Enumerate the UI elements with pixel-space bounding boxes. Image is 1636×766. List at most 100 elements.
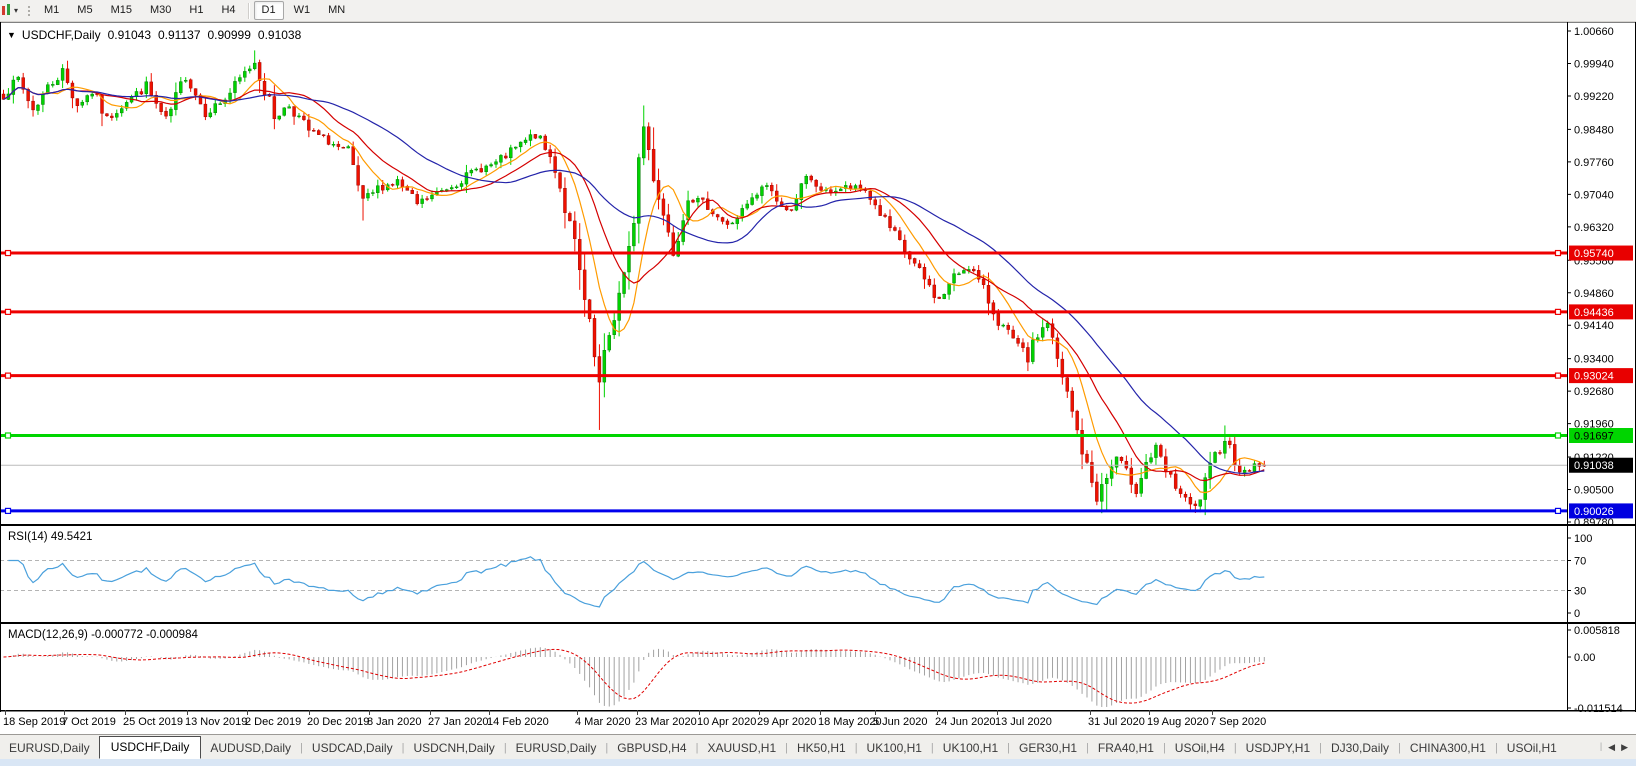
time-axis-tick [125,710,126,715]
tab-scroll-right-icon[interactable]: ▶ [1621,741,1628,752]
chart-tab-usdcnh-daily[interactable]: USDCNH,Daily [413,741,495,755]
tab-divider: | [1007,742,1011,754]
chart-tab-fra40-h1[interactable]: FRA40,H1 [1097,741,1154,755]
svg-text:0.95740: 0.95740 [1574,248,1614,260]
price-tick-label: 0.99940 [1574,58,1614,70]
timeframe-button-w1[interactable]: W1 [293,4,311,16]
time-axis-label: 18 May 2020 [818,716,882,728]
rsi-tick-label: 70 [1574,556,1586,568]
tab-divider: | [401,742,405,754]
time-axis-label: 31 Jul 2020 [1088,716,1145,728]
time-axis-label: 18 Sep 2019 [3,716,66,728]
price-axis: 1.00660 0.99940 0.99220 0.98480 0.97760 0.970… [1567,26,1614,529]
time-axis-tick [1090,710,1091,715]
time-axis-tick [637,710,638,715]
toolbar-grip[interactable] [26,3,32,18]
moving-average-line [3,78,1265,494]
price-level-label: 0.91697 [1569,428,1633,444]
open-value: 0.91043 [107,28,151,42]
window-bottom-strip [0,759,1636,766]
timeframe-button-m1[interactable]: M1 [44,4,60,16]
chart-canvas[interactable]: 1.00660 0.99940 0.99220 0.98480 0.97760 0.970… [0,22,1636,712]
timeframe-button-m30[interactable]: M30 [149,4,172,16]
symbol-dropdown-icon[interactable]: ▼ [7,30,16,40]
tab-divider: | [1086,742,1089,754]
time-axis-label: 7 Oct 2019 [62,716,116,728]
chart-tab-usdchf-daily[interactable]: USDCHF,Daily [98,736,202,759]
timeframe-button-h4[interactable]: H4 [221,4,236,16]
rsi-indicator-label: RSI(14) 49.5421 [8,531,93,543]
price-tick-label: 0.93400 [1574,354,1614,366]
tab-divider: | [605,742,609,754]
tab-scroll-left-icon[interactable]: ◀ [1608,741,1616,752]
macd-signal-line [3,648,1265,704]
tab-divider: | [854,742,858,754]
time-axis-tick [820,710,821,715]
level-lines[interactable] [0,249,1567,515]
low-value: 0.90999 [207,28,251,42]
time-axis-tick [247,710,248,715]
svg-text:0.93024: 0.93024 [1574,371,1614,383]
price-tick-label: 0.94140 [1574,320,1614,332]
close-value: 0.91038 [257,28,302,42]
rsi-tick-label: 0 [1574,608,1580,620]
timeframe-button-h1[interactable]: H1 [189,4,204,16]
time-axis-label: 29 Apr 2020 [757,716,817,728]
time-axis-tick [1212,710,1213,715]
chart-tab-hk50-h1[interactable]: HK50,H1 [796,741,846,755]
time-axis[interactable]: 18 Sep 2019 7 Oct 2019 25 Oct 2019 13 Nov 2… [0,710,1636,734]
time-axis-label: 7 Sep 2020 [1210,716,1267,728]
time-axis-label: 23 Mar 2020 [635,716,697,728]
time-axis-label: 20 Dec 2019 [307,716,370,728]
time-axis-label: 19 Aug 2020 [1147,716,1209,728]
time-axis-label: 25 Oct 2019 [123,716,183,728]
chart-tool-icon[interactable] [1,4,12,17]
tab-divider: | [930,742,934,754]
time-axis-label: 5 Jun 2020 [873,716,928,728]
chart-tool-dropdown-icon[interactable]: ▾ [14,6,19,15]
time-axis-tick [1149,710,1150,715]
rsi-tick-label: 100 [1574,533,1592,545]
chart-tab-audusd-daily[interactable]: AUDUSD,Daily [210,741,292,755]
chart-tab-usdcad-daily[interactable]: USDCAD,Daily [311,741,393,755]
chart-tab-china300-h1[interactable]: CHINA300,H1 [1409,741,1486,755]
time-axis-tick [489,710,490,715]
chart-tab-usdjpy-h1[interactable]: USDJPY,H1 [1245,741,1311,755]
time-axis-label: 24 Jun 2020 [935,716,996,728]
time-axis-label: 8 Jan 2020 [367,716,422,728]
chart-tab-dj30-daily[interactable]: DJ30,Daily [1331,741,1390,755]
chart-tab-eurusd-daily[interactable]: EURUSD,Daily [515,741,597,755]
timeframe-button-m15[interactable]: M15 [110,4,132,16]
time-axis-tick [699,710,700,715]
chart-tab-usoil-h1[interactable]: USOil,H1 [1506,741,1557,755]
chart-tab-uk100-h1[interactable]: UK100,H1 [866,741,922,755]
tab-divider: | [1599,741,1603,751]
chart-tab-uk100-h1[interactable]: UK100,H1 [942,741,999,755]
chart-tab-gbpusd-h4[interactable]: GBPUSD,H4 [617,741,687,755]
timeframe-button-m5[interactable]: M5 [77,4,93,16]
macd-tick-label: -0.011514 [1574,703,1623,712]
tab-divider: | [1398,742,1401,754]
time-axis-tick [187,710,188,715]
chart-tab-ger30-h1[interactable]: GER30,H1 [1019,741,1078,755]
time-axis-tick [577,710,578,715]
chart-tab-eurusd-daily[interactable]: EURUSD,Daily [9,741,90,755]
high-value: 0.91137 [158,28,201,42]
time-axis-tick [430,710,431,715]
price-tick-label: 1.00660 [1574,26,1614,38]
moving-average-line [3,86,1265,482]
tab-divider: | [695,742,699,754]
timeframe-button-mn[interactable]: MN [328,4,346,16]
chart-tab-usoil-h4[interactable]: USOil,H4 [1174,741,1225,755]
time-axis-tick [309,710,310,715]
price-level-label: 0.94436 [1569,304,1633,320]
tab-scroll-arrows: | ◀ ▶ [1596,738,1636,759]
timeframe-button-d1[interactable]: D1 [253,1,284,20]
macd-tick-label: 0.005818 [1574,625,1620,637]
time-axis-label: 2 Dec 2019 [245,716,302,728]
chart-tab-xauusd-h1[interactable]: XAUUSD,H1 [707,741,777,755]
moving-average-line [3,86,1265,475]
tab-divider: | [1233,742,1237,754]
time-axis-tick [759,710,760,715]
chart-tab-bar: EURUSD,Daily USDCHF,Daily AUDUSD,Daily | USD… [0,734,1636,759]
